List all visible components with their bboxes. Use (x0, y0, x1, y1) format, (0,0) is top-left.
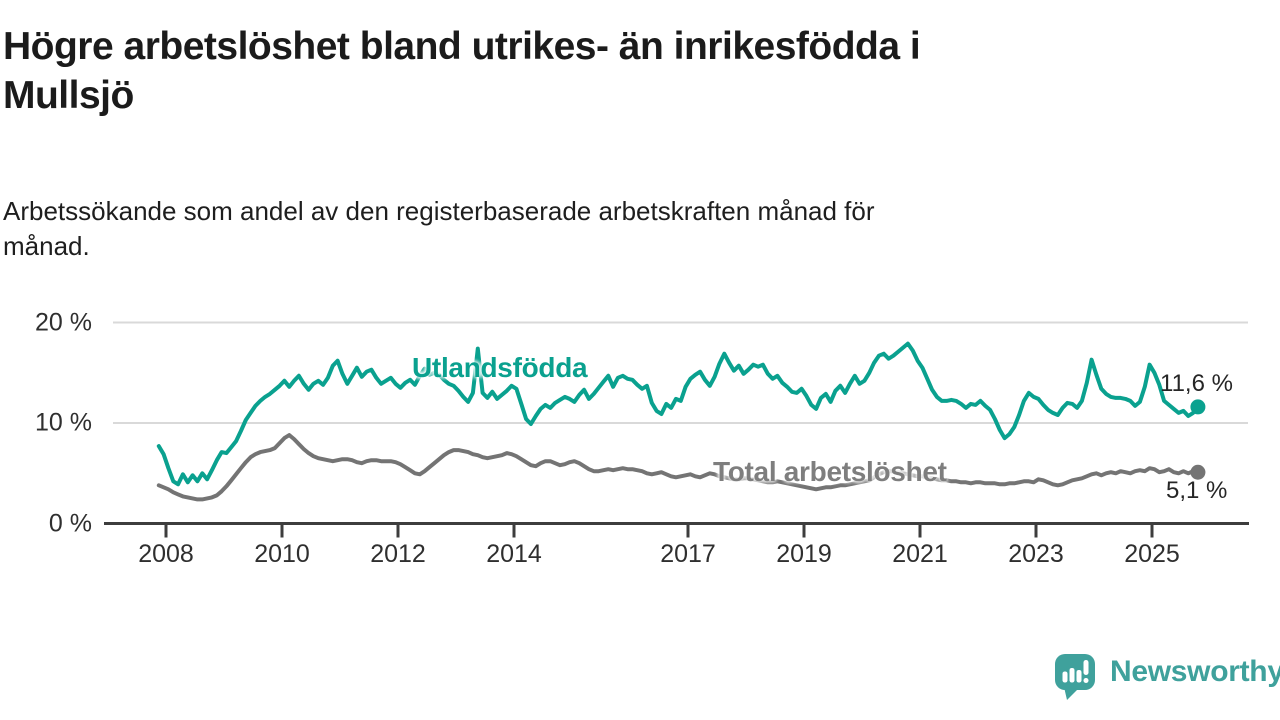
chart-subtitle-line1: Arbetssökande som andel av den registerb… (3, 196, 875, 226)
x-axis-tick-label-2025: 2025 (1124, 540, 1180, 568)
y-axis-tick-label-10: 10 % (35, 408, 92, 437)
x-axis-tick-label-2017: 2017 (660, 540, 716, 568)
chart-subtitle-line2: månad. (3, 231, 90, 261)
chart-subtitle: Arbetssökande som andel av den registerb… (3, 194, 1223, 264)
series-end-dot-total (1190, 464, 1206, 480)
x-axis-tick-label-2021: 2021 (892, 540, 948, 568)
x-axis-tick-label-2014: 2014 (486, 540, 542, 568)
series-label-total: Total arbetslöshet (713, 456, 947, 487)
series-line-total (156, 433, 1200, 502)
y-axis-tick-label-0: 0 % (48, 509, 92, 537)
chart-title-line2: Mullsjö (3, 74, 134, 117)
y-axis-tick-label-20: 20 % (35, 308, 92, 336)
x-axis-tick-label-2008: 2008 (138, 540, 194, 568)
end-value-foreign-born: 11,6 % (1160, 370, 1233, 397)
x-axis-tick-label-2012: 2012 (370, 540, 426, 568)
newsworthy-logo-text: Newsworthy (1110, 655, 1280, 688)
chart-title-line1: Högre arbetslöshet bland utrikes- än inr… (3, 25, 921, 68)
x-axis-tick-label-2023: 2023 (1008, 540, 1064, 568)
x-axis-tick-label-2019: 2019 (776, 540, 832, 568)
chart-title: Högre arbetslöshet bland utrikes- än inr… (3, 22, 1223, 120)
end-value-total: 5,1 % (1166, 477, 1228, 504)
series-line-foreign-born (156, 341, 1200, 487)
series-label-foreign-born: Utlandsfödda (412, 352, 588, 383)
series-end-dot-foreign-born (1190, 399, 1206, 415)
newsworthy-logo: Newsworthy (1052, 649, 1280, 701)
speech-bubble-bar-chart-icon (1055, 654, 1095, 700)
x-axis-tick-label-2010: 2010 (254, 540, 310, 568)
